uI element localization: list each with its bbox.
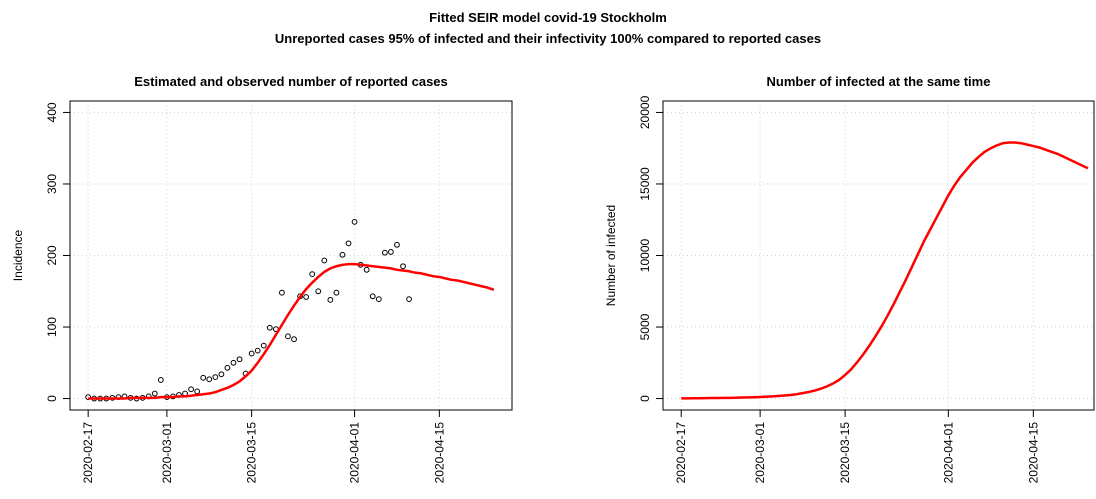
data-point [394, 241, 400, 248]
x-tick-label: 2020-04-01 [941, 422, 955, 484]
data-point [188, 386, 194, 393]
y-axis-label: Incidence [11, 229, 25, 281]
y-tick-label: 5000 [638, 313, 652, 340]
data-point [254, 347, 261, 354]
data-point [321, 257, 328, 264]
data-point [218, 371, 225, 378]
data-point [388, 249, 394, 255]
data-point [406, 296, 412, 303]
x-tick-label: 2020-03-15 [245, 422, 259, 484]
data-point [333, 289, 340, 296]
data-point [285, 333, 291, 340]
y-tick-label: 300 [45, 174, 59, 194]
data-point [303, 294, 310, 300]
data-point [345, 240, 352, 247]
data-point [230, 359, 237, 366]
figure-title: Fitted SEIR model covid-19 Stockholm [429, 10, 667, 25]
data-point [236, 356, 243, 363]
data-point [339, 251, 346, 258]
y-tick-label: 0 [45, 395, 59, 402]
data-point [212, 374, 219, 380]
data-point [206, 376, 213, 383]
x-tick-label: 2020-02-17 [81, 422, 95, 484]
y-tick-label: 20000 [638, 95, 652, 129]
figure-subtitle: Unreported cases 95% of infected and the… [275, 31, 821, 46]
y-tick-label: 15000 [638, 167, 652, 201]
data-point [309, 271, 316, 277]
y-tick-label: 200 [45, 245, 59, 265]
data-point [291, 336, 297, 343]
x-tick-label: 2020-04-15 [1026, 422, 1040, 484]
data-point [375, 296, 382, 303]
data-point [315, 288, 322, 295]
x-tick-label: 2020-02-17 [674, 422, 688, 484]
chart-title: Estimated and observed number of reporte… [134, 74, 448, 89]
data-point [260, 342, 267, 349]
data-line [681, 141, 1089, 400]
x-tick-label: 2020-04-15 [432, 422, 446, 484]
data-point [151, 390, 158, 397]
data-point [194, 388, 201, 395]
data-point [157, 377, 164, 383]
x-tick-label: 2020-03-01 [753, 422, 767, 484]
data-point [369, 293, 376, 300]
x-tick-label: 2020-04-01 [348, 422, 362, 484]
x-tick-label: 2020-03-01 [160, 422, 174, 484]
data-point [327, 296, 334, 303]
chart-title: Number of infected at the same time [767, 74, 991, 89]
plot-box [69, 100, 513, 411]
y-tick-label: 100 [45, 317, 59, 337]
y-tick-label: 0 [638, 395, 652, 402]
data-point [224, 364, 231, 371]
y-axis-label: Number of infected [604, 205, 618, 306]
x-tick-label: 2020-03-15 [838, 422, 852, 484]
data-point [266, 324, 273, 331]
data-line [88, 262, 495, 400]
data-point [351, 218, 358, 225]
data-point [381, 249, 388, 256]
data-point [200, 374, 207, 381]
plot-box [662, 100, 1095, 411]
y-tick-label: 10000 [638, 238, 652, 272]
data-point [400, 263, 406, 270]
y-tick-label: 400 [45, 102, 59, 122]
data-point [279, 289, 285, 296]
data-point [248, 350, 255, 357]
data-point [363, 266, 370, 273]
